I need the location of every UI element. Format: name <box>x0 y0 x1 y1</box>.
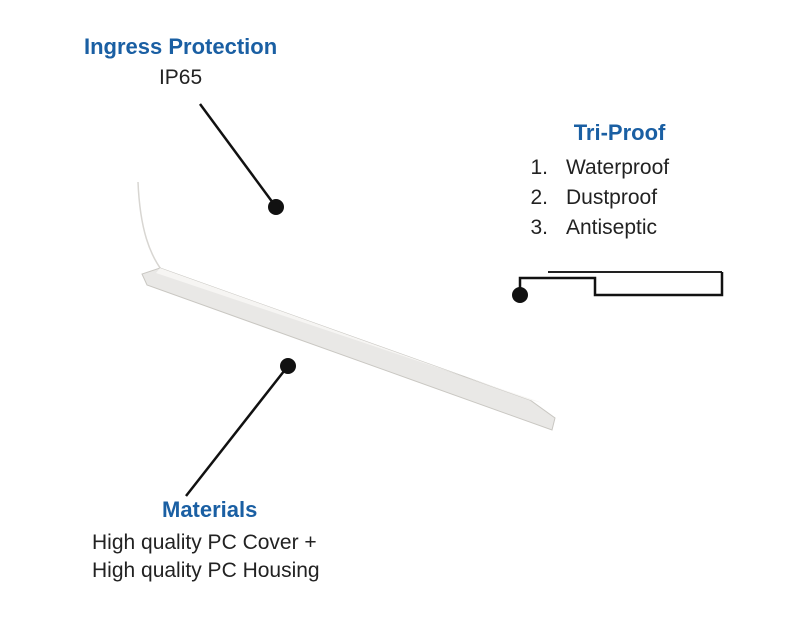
materials-leader <box>186 366 288 496</box>
list-item: 3. Antiseptic <box>530 216 669 240</box>
triproof-dot <box>512 287 528 303</box>
triproof-title: Tri-Proof <box>530 120 669 146</box>
materials-dot <box>280 358 296 374</box>
materials-line2: High quality PC Housing <box>92 559 320 583</box>
ingress-leader <box>200 104 276 207</box>
ingress-title: Ingress Protection <box>84 34 277 60</box>
list-item: 1. Waterproof <box>530 156 669 180</box>
ingress-value: IP65 <box>84 66 277 90</box>
list-label: Waterproof <box>566 156 669 180</box>
ingress-callout: Ingress Protection IP65 <box>84 34 277 90</box>
triproof-callout: Tri-Proof 1. Waterproof 2. Dustproof 3. … <box>530 120 669 240</box>
list-num: 2. <box>530 186 548 210</box>
materials-line1: High quality PC Cover + <box>92 531 320 555</box>
list-label: Antiseptic <box>566 216 657 240</box>
list-label: Dustproof <box>566 186 657 210</box>
triproof-leader <box>520 272 722 295</box>
list-item: 2. Dustproof <box>530 186 669 210</box>
list-num: 3. <box>530 216 548 240</box>
triproof-list: 1. Waterproof 2. Dustproof 3. Antiseptic <box>530 156 669 240</box>
ingress-dot <box>268 199 284 215</box>
materials-callout: Materials High quality PC Cover + High q… <box>92 497 320 583</box>
materials-title: Materials <box>92 497 320 523</box>
list-num: 1. <box>530 156 548 180</box>
